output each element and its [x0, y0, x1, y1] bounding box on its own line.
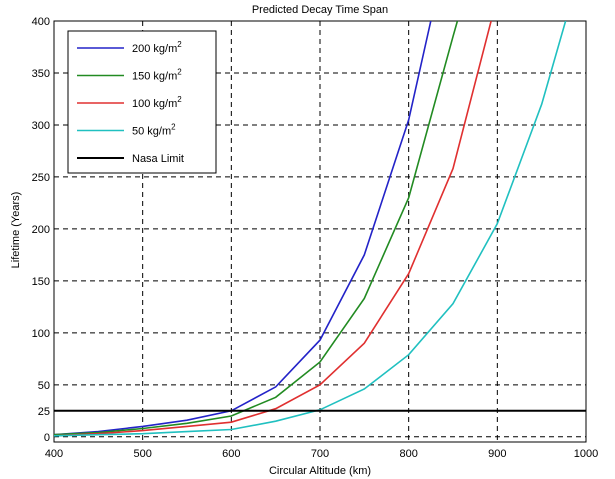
x-tick-label: 600 [222, 448, 240, 460]
series-line-150-kg-m [54, 21, 459, 436]
series-lines [54, 21, 586, 437]
legend-label: 50 kg/m2 [132, 123, 176, 138]
series-line-200-kg-m [54, 21, 432, 436]
x-axis-label: Circular Altitude (km) [269, 465, 371, 477]
y-tick-label: 100 [32, 328, 50, 340]
legend-label: 100 kg/m2 [132, 95, 182, 110]
legend-label: 200 kg/m2 [132, 40, 182, 55]
axis-ticks: 400 500 600 700 800 900 1000 0 25 50 100 150 200 250 3… [32, 16, 599, 460]
y-tick-label: 25 [38, 406, 50, 418]
x-tick-label: 700 [311, 448, 329, 460]
y-tick-label: 50 [38, 380, 50, 392]
x-tick-label: 900 [488, 448, 506, 460]
y-tick-label: 200 [32, 224, 50, 236]
y-tick-label: 300 [32, 120, 50, 132]
chart-title: Predicted Decay Time Span [252, 4, 388, 16]
x-tick-label: 1000 [574, 448, 598, 460]
series-line-100-kg-m [54, 21, 492, 437]
y-tick-label: 250 [32, 172, 50, 184]
x-tick-label: 500 [133, 448, 151, 460]
x-tick-label: 400 [45, 448, 63, 460]
y-tick-label: 0 [44, 432, 50, 444]
y-tick-label: 350 [32, 68, 50, 80]
legend-label: Nasa Limit [132, 153, 184, 165]
legend-label-superscript: 2 [177, 40, 182, 49]
legend-label-superscript: 2 [177, 68, 182, 77]
legend-box [67, 30, 217, 174]
y-tick-label: 400 [32, 16, 50, 28]
x-tick-label: 800 [399, 448, 417, 460]
legend-label: 150 kg/m2 [132, 68, 182, 83]
y-axis-label: Lifetime (Years) [10, 192, 22, 269]
legend-label-superscript: 2 [171, 123, 176, 132]
legend: 200 kg/m2 150 kg/m2 100 kg/m2 50 kg/m2 Nasa… [67, 30, 217, 174]
legend-label-superscript: 2 [177, 95, 182, 104]
plot-frame [53, 20, 587, 443]
y-tick-label: 150 [32, 276, 50, 288]
